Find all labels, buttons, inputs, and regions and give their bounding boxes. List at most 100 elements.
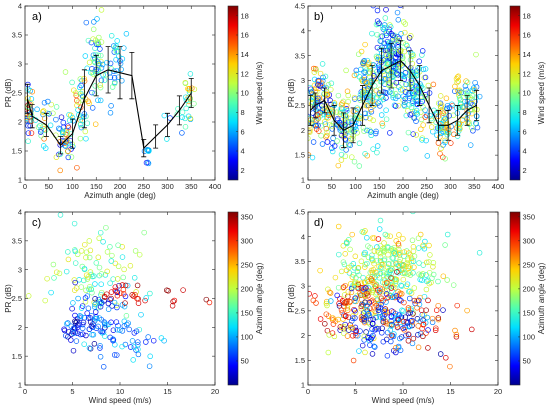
y-tick-label: 1 bbox=[18, 176, 22, 185]
data-point bbox=[432, 327, 439, 334]
data-point bbox=[369, 95, 376, 101]
data-point bbox=[426, 259, 432, 265]
data-point bbox=[129, 338, 136, 344]
data-point bbox=[107, 244, 113, 250]
data-point bbox=[342, 153, 349, 159]
y-tick-label: 2 bbox=[301, 126, 305, 135]
data-point bbox=[354, 130, 360, 136]
data-point bbox=[467, 100, 474, 106]
y-tick-label: 1.5 bbox=[12, 352, 22, 361]
data-point bbox=[353, 328, 359, 335]
data-point bbox=[429, 315, 436, 322]
data-point bbox=[87, 283, 93, 290]
colorbar: 50 100 150 200 250 300 350 Azimuth angle (deg) bbox=[509, 211, 546, 386]
data-point bbox=[422, 66, 429, 72]
data-point bbox=[136, 251, 143, 258]
data-point bbox=[69, 79, 75, 86]
data-point bbox=[324, 132, 330, 139]
y-tick-label: 4.5 bbox=[295, 2, 305, 11]
data-point bbox=[110, 327, 117, 333]
data-point bbox=[442, 139, 448, 146]
data-point bbox=[355, 280, 361, 287]
data-point bbox=[56, 270, 63, 277]
data-point bbox=[47, 122, 54, 129]
data-point bbox=[396, 51, 402, 58]
data-point bbox=[377, 217, 384, 224]
data-point bbox=[435, 316, 442, 323]
x-tick-label: 10 bbox=[116, 387, 124, 396]
data-point bbox=[388, 31, 395, 37]
data-point bbox=[404, 281, 411, 287]
data-point bbox=[388, 246, 395, 252]
data-point bbox=[62, 69, 69, 75]
data-point bbox=[147, 353, 153, 360]
data-point bbox=[114, 276, 121, 282]
data-point bbox=[402, 70, 409, 76]
data-point bbox=[82, 128, 89, 135]
x-tick-label: 10 bbox=[399, 387, 407, 396]
data-point bbox=[423, 286, 430, 293]
data-point bbox=[363, 114, 369, 121]
data-point bbox=[433, 307, 440, 313]
data-point bbox=[108, 103, 114, 109]
data-point bbox=[405, 129, 412, 136]
data-point bbox=[382, 311, 388, 318]
data-point bbox=[390, 261, 396, 267]
data-point bbox=[74, 318, 80, 325]
data-point bbox=[143, 159, 150, 166]
data-point bbox=[87, 345, 94, 352]
data-point bbox=[446, 104, 453, 111]
data-point bbox=[138, 311, 144, 318]
data-point bbox=[338, 101, 345, 108]
data-point bbox=[94, 16, 100, 22]
data-point bbox=[25, 114, 30, 121]
data-point bbox=[313, 126, 320, 132]
data-point bbox=[135, 339, 141, 345]
data-point bbox=[165, 288, 171, 294]
data-point bbox=[342, 313, 349, 320]
colorbar-tick-label: 8 bbox=[523, 108, 527, 117]
data-point bbox=[169, 303, 176, 309]
x-tick-label: 0 bbox=[23, 387, 27, 396]
y-tick-label: 4 bbox=[301, 26, 305, 35]
data-point bbox=[383, 107, 389, 113]
data-point bbox=[367, 316, 374, 323]
x-tick-label: 0 bbox=[306, 182, 310, 191]
data-point bbox=[89, 89, 95, 96]
data-point bbox=[392, 280, 398, 287]
data-point bbox=[380, 319, 387, 325]
data-point bbox=[406, 93, 413, 99]
data-point bbox=[72, 318, 78, 325]
data-point bbox=[382, 231, 389, 238]
data-point bbox=[409, 237, 416, 244]
data-point bbox=[430, 271, 437, 278]
data-point bbox=[420, 262, 427, 268]
data-point bbox=[409, 322, 415, 329]
data-point bbox=[401, 327, 407, 333]
data-point bbox=[367, 321, 373, 327]
data-point bbox=[308, 115, 313, 122]
colorbar-tick-label: 100 bbox=[241, 333, 254, 342]
data-point bbox=[83, 287, 89, 294]
data-point bbox=[344, 88, 351, 95]
data-point bbox=[385, 261, 392, 267]
data-point bbox=[366, 70, 372, 77]
data-point bbox=[396, 247, 402, 253]
colorbar: 2 4 6 8 10 12 14 16 18 Wind speed (m/s) bbox=[509, 5, 546, 181]
data-point bbox=[464, 89, 471, 96]
data-point bbox=[91, 304, 98, 310]
data-point bbox=[330, 109, 337, 115]
data-point bbox=[344, 305, 351, 311]
data-point bbox=[381, 256, 388, 263]
data-point bbox=[410, 52, 417, 59]
data-point bbox=[369, 326, 375, 332]
data-point bbox=[364, 235, 370, 241]
data-point bbox=[90, 55, 96, 62]
data-point bbox=[297, 114, 302, 119]
data-point bbox=[352, 315, 358, 321]
data-point bbox=[325, 115, 331, 121]
data-point bbox=[312, 65, 319, 72]
data-point bbox=[426, 280, 432, 287]
data-point bbox=[410, 131, 416, 137]
data-point bbox=[404, 43, 410, 49]
